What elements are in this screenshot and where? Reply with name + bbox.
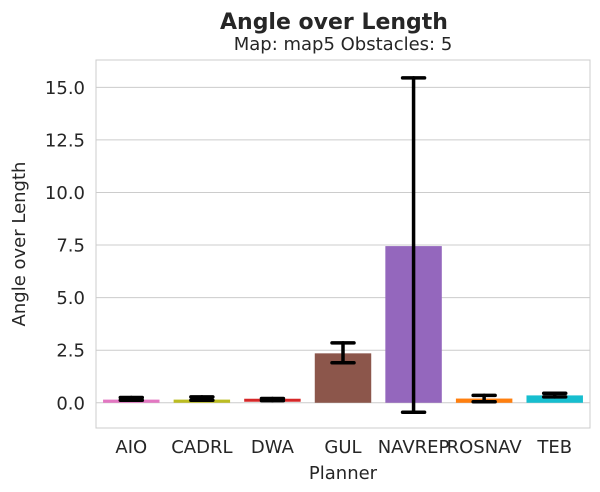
bar-teb: [526, 395, 583, 403]
y-tick-label: 10.0: [45, 183, 85, 204]
y-tick-label: 5.0: [56, 288, 85, 309]
x-tick-label: AIO: [115, 437, 147, 458]
x-tick-label: CADRL: [171, 437, 232, 458]
plot-frame: [95, 59, 591, 429]
y-axis-label: Angle over Length: [9, 162, 30, 327]
y-tick-label: 15.0: [45, 78, 85, 99]
x-tick-label: TEB: [536, 437, 572, 458]
x-tick-label: NAVREP: [378, 437, 450, 458]
bars: [103, 246, 583, 403]
x-tick-label: GUL: [324, 437, 361, 458]
chart-title: Map: map5 Obstacles: 5: [234, 34, 453, 55]
y-tick-label: 0.0: [56, 393, 85, 414]
error-bars: [118, 76, 568, 414]
gridlines: [96, 86, 590, 404]
y-tick-label: 12.5: [45, 130, 85, 151]
chart-suptitle: Angle over Length: [220, 10, 448, 35]
y-tick-label: 2.5: [56, 341, 85, 362]
x-tick-label: ROSNAV: [447, 437, 523, 458]
y-tick-labels: 0.0 2.5 5.0 7.5 10.0 12.5 15.0: [45, 78, 85, 414]
y-tick-label: 7.5: [56, 236, 85, 257]
x-axis-label: Planner: [309, 463, 378, 484]
x-tick-label: DWA: [251, 437, 295, 458]
